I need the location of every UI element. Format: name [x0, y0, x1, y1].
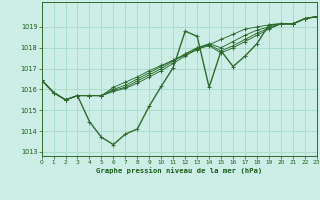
X-axis label: Graphe pression niveau de la mer (hPa): Graphe pression niveau de la mer (hPa): [96, 167, 262, 174]
